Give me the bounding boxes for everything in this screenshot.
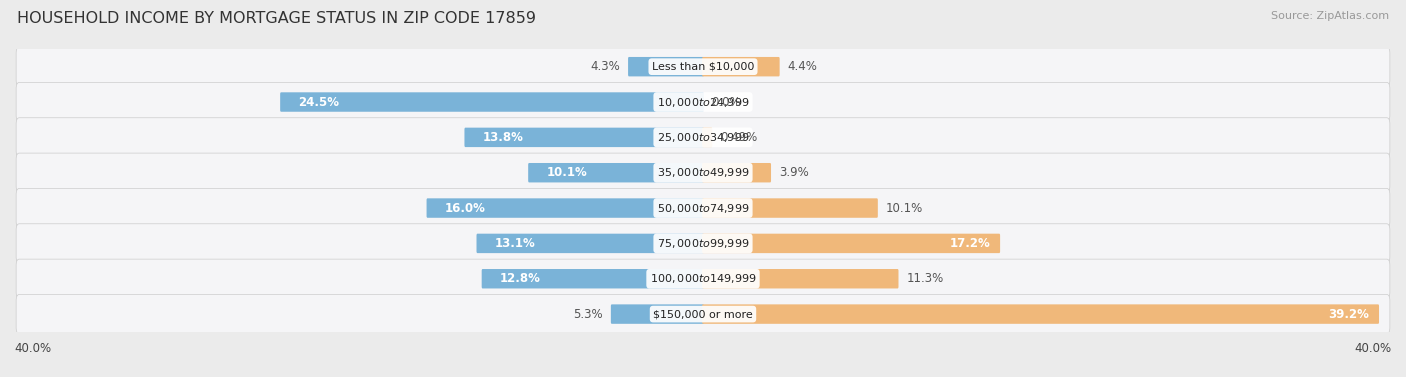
Text: Less than $10,000: Less than $10,000: [652, 62, 754, 72]
Text: $150,000 or more: $150,000 or more: [654, 309, 752, 319]
Text: 40.0%: 40.0%: [1355, 342, 1392, 355]
Text: 11.3%: 11.3%: [907, 272, 943, 285]
Text: 5.3%: 5.3%: [574, 308, 603, 320]
Text: 4.3%: 4.3%: [591, 60, 620, 73]
Text: $10,000 to $24,999: $10,000 to $24,999: [657, 95, 749, 109]
FancyBboxPatch shape: [628, 57, 704, 77]
Text: 40.0%: 40.0%: [14, 342, 51, 355]
FancyBboxPatch shape: [15, 259, 1391, 298]
Text: 0.49%: 0.49%: [720, 131, 758, 144]
Text: 24.5%: 24.5%: [298, 95, 339, 109]
Text: 39.2%: 39.2%: [1329, 308, 1369, 320]
Text: $75,000 to $99,999: $75,000 to $99,999: [657, 237, 749, 250]
Text: 17.2%: 17.2%: [950, 237, 991, 250]
FancyBboxPatch shape: [15, 153, 1391, 192]
FancyBboxPatch shape: [280, 92, 704, 112]
FancyBboxPatch shape: [426, 198, 704, 218]
FancyBboxPatch shape: [482, 269, 704, 288]
FancyBboxPatch shape: [702, 57, 780, 77]
FancyBboxPatch shape: [702, 269, 898, 288]
Text: $35,000 to $49,999: $35,000 to $49,999: [657, 166, 749, 179]
FancyBboxPatch shape: [477, 234, 704, 253]
Text: $100,000 to $149,999: $100,000 to $149,999: [650, 272, 756, 285]
FancyBboxPatch shape: [702, 128, 713, 147]
Text: 3.9%: 3.9%: [779, 166, 808, 179]
FancyBboxPatch shape: [15, 294, 1391, 334]
Text: $50,000 to $74,999: $50,000 to $74,999: [657, 202, 749, 215]
Text: 4.4%: 4.4%: [787, 60, 817, 73]
Text: 10.1%: 10.1%: [547, 166, 588, 179]
FancyBboxPatch shape: [702, 198, 877, 218]
FancyBboxPatch shape: [529, 163, 704, 182]
FancyBboxPatch shape: [702, 163, 770, 182]
FancyBboxPatch shape: [15, 224, 1391, 263]
Text: Source: ZipAtlas.com: Source: ZipAtlas.com: [1271, 11, 1389, 21]
Text: 10.1%: 10.1%: [886, 202, 922, 215]
FancyBboxPatch shape: [15, 118, 1391, 157]
FancyBboxPatch shape: [702, 304, 1379, 324]
Text: HOUSEHOLD INCOME BY MORTGAGE STATUS IN ZIP CODE 17859: HOUSEHOLD INCOME BY MORTGAGE STATUS IN Z…: [17, 11, 536, 26]
Text: $25,000 to $34,999: $25,000 to $34,999: [657, 131, 749, 144]
Text: 16.0%: 16.0%: [444, 202, 485, 215]
Text: 13.1%: 13.1%: [495, 237, 536, 250]
FancyBboxPatch shape: [15, 188, 1391, 228]
FancyBboxPatch shape: [15, 83, 1391, 122]
Text: 13.8%: 13.8%: [482, 131, 523, 144]
FancyBboxPatch shape: [610, 304, 704, 324]
Text: 12.8%: 12.8%: [499, 272, 541, 285]
FancyBboxPatch shape: [464, 128, 704, 147]
Text: 0.0%: 0.0%: [711, 95, 741, 109]
FancyBboxPatch shape: [702, 234, 1000, 253]
FancyBboxPatch shape: [15, 47, 1391, 86]
